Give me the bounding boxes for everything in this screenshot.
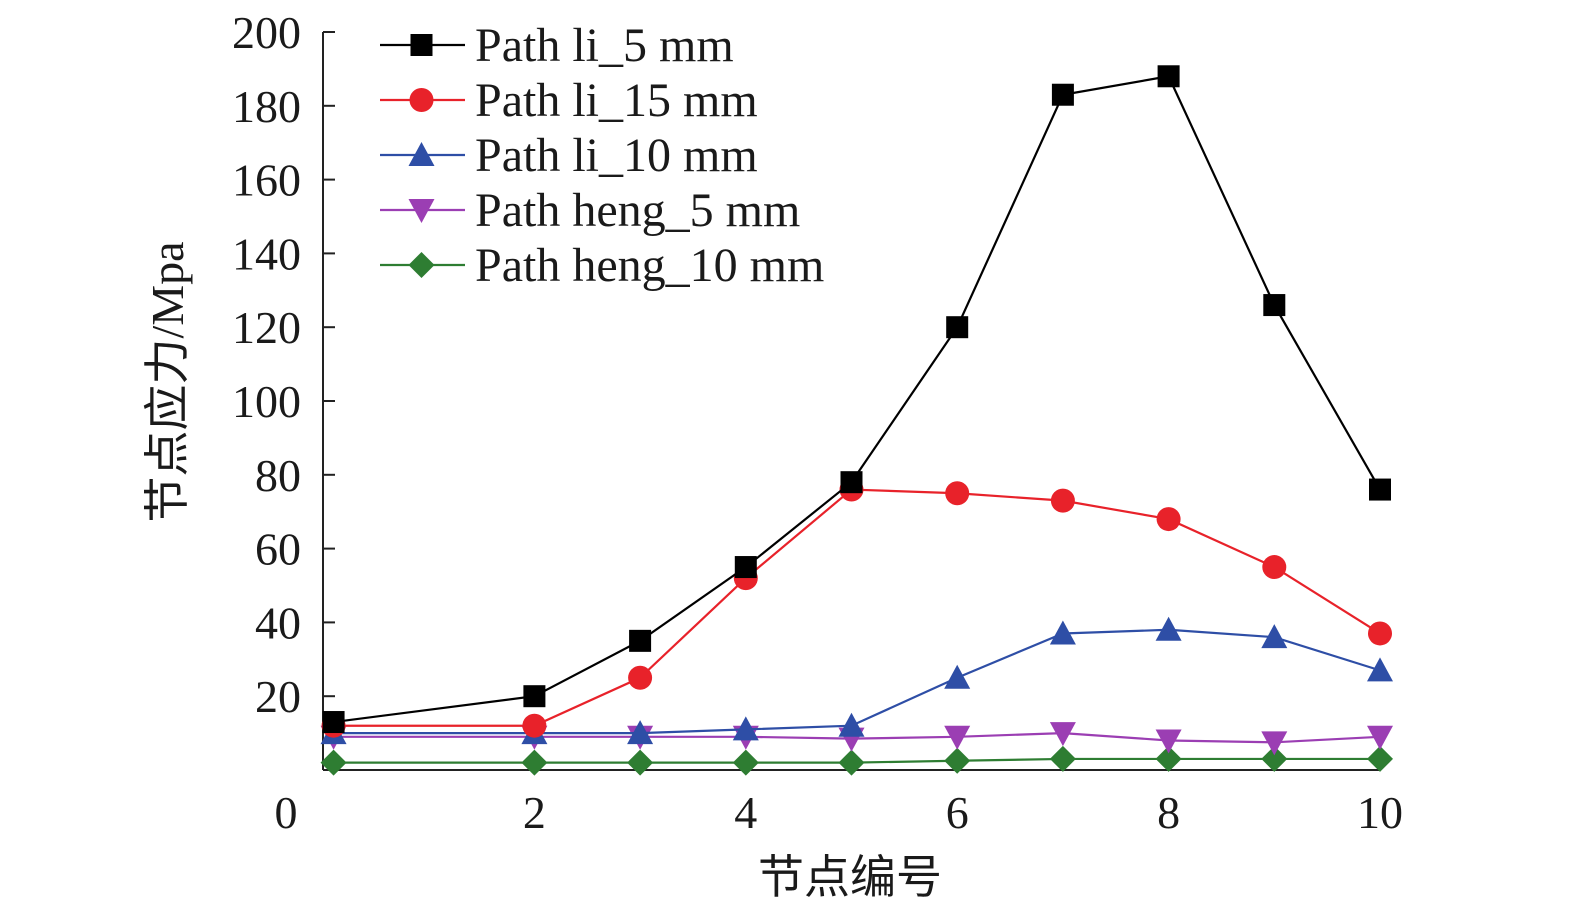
legend-entry-4: Path heng_5 mm	[380, 184, 800, 237]
series-line	[333, 488, 1381, 727]
data-point	[945, 481, 970, 506]
data-point	[1263, 294, 1286, 317]
data-point	[732, 749, 759, 776]
data-point	[521, 749, 548, 776]
data-point	[523, 685, 546, 708]
y-tick-label: 80	[255, 450, 301, 501]
data-point	[1156, 507, 1181, 532]
y-tick-label: 180	[232, 81, 301, 132]
data-point	[1155, 729, 1182, 754]
legend-entry-2: Path li_15 mm	[380, 74, 758, 127]
legend-entry-5: Path heng_10 mm	[380, 239, 824, 292]
data-point	[1049, 745, 1076, 772]
data-point	[627, 720, 654, 745]
data-point	[732, 716, 759, 741]
series-2	[321, 477, 1392, 738]
legend-label: Path heng_10 mm	[475, 239, 824, 292]
y-tick-label: 60	[255, 524, 301, 575]
y-tick-label: 140	[232, 228, 301, 279]
x-tick-label: 10	[1357, 787, 1403, 838]
legend-entry-3: Path li_10 mm	[380, 129, 758, 182]
y-tick-label: 40	[255, 597, 301, 648]
series-layer	[320, 65, 1393, 776]
legend-marker	[408, 199, 435, 223]
y-tick-label: 120	[232, 302, 301, 353]
data-point	[944, 725, 971, 750]
legend-marker	[409, 88, 434, 112]
legend-label: Path li_5 mm	[475, 19, 734, 72]
data-point	[838, 712, 865, 737]
y-tick-label: 200	[232, 7, 301, 58]
x-tick-label: 2	[523, 787, 546, 838]
series-line	[333, 757, 1380, 764]
data-point	[1367, 745, 1393, 772]
data-point	[1367, 725, 1393, 750]
data-point	[1262, 555, 1287, 580]
data-point	[946, 316, 969, 339]
data-point	[840, 471, 863, 494]
data-point	[1369, 478, 1391, 501]
data-point	[1368, 621, 1392, 646]
y-tick-label: 160	[232, 155, 301, 206]
data-point	[1261, 624, 1288, 649]
data-point	[944, 747, 971, 774]
x-tick-label: 8	[1157, 787, 1180, 838]
legend-marker	[408, 252, 435, 278]
data-point	[522, 713, 547, 738]
x-tick-label: 0	[275, 787, 298, 838]
x-tick-label: 6	[946, 787, 969, 838]
y-axis-title: 节点应力/Mpa	[142, 241, 193, 522]
data-point	[1049, 722, 1076, 747]
data-point	[1050, 488, 1075, 513]
legend-label: Path li_10 mm	[475, 129, 758, 182]
data-point	[1155, 745, 1182, 772]
x-tick-label: 4	[734, 787, 757, 838]
data-point	[1367, 657, 1393, 682]
y-tick-label: 20	[255, 671, 301, 722]
axes: 20 40 60 80 100 120 140 160 180 200 0 2 4 6 8 10	[232, 7, 1403, 838]
legend-label: Path li_15 mm	[475, 74, 758, 127]
series-line	[333, 628, 1381, 735]
data-point	[944, 664, 971, 689]
data-point	[1157, 65, 1180, 88]
data-point	[1051, 83, 1074, 106]
data-point	[838, 749, 865, 776]
legend-label: Path heng_5 mm	[475, 184, 800, 237]
data-point	[734, 556, 757, 579]
data-point	[1049, 620, 1076, 645]
x-axis-title: 节点编号	[758, 852, 942, 903]
series-line	[333, 75, 1381, 724]
legend-marker	[408, 142, 435, 166]
legend-entry-1: Path li_5 mm	[380, 19, 734, 72]
data-point	[1155, 616, 1182, 641]
data-point	[628, 665, 653, 690]
data-point	[629, 629, 652, 652]
series-line	[333, 731, 1381, 744]
legend-marker	[410, 34, 433, 56]
series-1	[322, 65, 1391, 734]
data-point	[320, 749, 347, 776]
data-point	[1261, 745, 1288, 772]
data-point	[1261, 731, 1288, 756]
y-tick-label: 100	[232, 376, 301, 427]
data-point	[322, 711, 345, 734]
series-5	[320, 745, 1393, 776]
data-point	[627, 749, 654, 776]
